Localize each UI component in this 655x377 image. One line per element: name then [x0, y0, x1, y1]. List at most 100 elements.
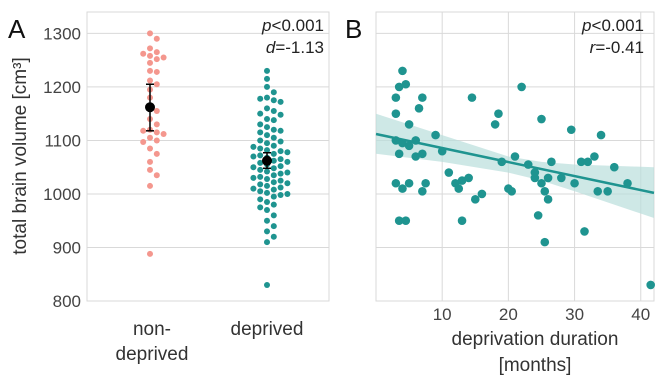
scatter-point [401, 216, 411, 226]
scatter-point [467, 93, 477, 102]
swarm-point-deprived [270, 150, 277, 157]
scatter-point [404, 120, 414, 129]
scatter-point [398, 66, 407, 76]
swarm-point-deprived [264, 116, 270, 123]
y-tick-label: 1100 [44, 131, 81, 150]
scatter-point [477, 189, 487, 199]
panel-a-grid [87, 32, 329, 302]
swarm-point-deprived [257, 95, 264, 102]
swarm-point-deprived [257, 110, 264, 117]
swarm-point-deprived [264, 168, 270, 175]
p-symbol: p [261, 16, 271, 35]
swarm-point-deprived [284, 190, 291, 197]
y-axis-label: total brain volume [cm³] [10, 57, 31, 254]
swarm-point-non-deprived [147, 250, 153, 257]
swarm-point-deprived [277, 163, 284, 170]
panel-a-means [145, 83, 272, 170]
panel-a-letter: A [8, 14, 26, 44]
swarm-point-deprived [264, 207, 270, 214]
swarm-point-deprived [250, 174, 257, 181]
swarm-point-deprived [264, 140, 270, 147]
swarm-point-deprived [270, 126, 277, 133]
swarm-point-deprived [264, 147, 270, 154]
panel-b-points [391, 66, 655, 290]
swarm-point-deprived [264, 94, 270, 101]
swarm-point-non-deprived [140, 127, 147, 134]
swarm-point-non-deprived [147, 182, 153, 189]
scatter-point [540, 186, 550, 196]
swarm-point-non-deprived [153, 137, 160, 144]
swarm-point-deprived [270, 212, 277, 219]
d-symbol: d [266, 38, 276, 57]
scatter-point [537, 178, 546, 188]
p-symbol: p [581, 16, 591, 35]
swarm-point-non-deprived [147, 145, 153, 152]
swarm-point-deprived [257, 188, 264, 195]
scatter-point [470, 195, 480, 204]
mean-marker [145, 102, 155, 113]
scatter-point [391, 93, 401, 102]
y-tick-label: 800 [53, 292, 81, 311]
swarm-point-deprived [264, 175, 270, 182]
scatter-point [580, 227, 589, 236]
scatter-point [404, 141, 414, 151]
swarm-point-deprived [250, 143, 257, 150]
x-axis-unit: [months] [499, 355, 572, 376]
swarm-point-deprived [257, 129, 264, 136]
r-symbol: r [590, 38, 597, 57]
y-tick-label: 900 [53, 238, 81, 257]
scatter-point [401, 79, 411, 89]
panel-b-ci-band [376, 113, 654, 218]
swarm-point-deprived [264, 189, 270, 196]
panel-b-x-ticks: 10 20 30 40 [433, 305, 650, 324]
x-axis-label: deprivation duration [452, 329, 619, 350]
scatter-point [540, 237, 550, 247]
swarm-point-deprived [264, 198, 270, 205]
swarm-point-deprived [277, 98, 284, 105]
y-tick-label: 1300 [43, 24, 81, 43]
scatter-point [404, 178, 414, 188]
scatter-point [431, 130, 440, 140]
swarm-point-deprived [277, 170, 284, 177]
swarm-point-non-deprived [153, 68, 160, 75]
scatter-point [603, 186, 612, 196]
scatter-point [596, 130, 606, 140]
swarm-point-deprived [270, 142, 277, 149]
scatter-point [421, 178, 430, 188]
scatter-point [566, 125, 576, 135]
scatter-point [391, 109, 401, 118]
panel-a-effect-size: d=-1.13 [266, 38, 324, 57]
scatter-point [418, 186, 427, 196]
swarm-point-non-deprived [147, 45, 153, 52]
panel-a-plot-area [86, 11, 330, 302]
scatter-point [414, 104, 424, 113]
swarm-point-deprived [264, 124, 270, 131]
swarm-point-non-deprived [147, 30, 153, 37]
scatter-point [609, 162, 619, 172]
scatter-point [394, 216, 404, 226]
scatter-point [530, 168, 540, 177]
swarm-point-deprived [257, 137, 264, 144]
swarm-point-deprived [270, 97, 277, 104]
scatter-point [557, 173, 566, 183]
swarm-point-deprived [270, 186, 277, 193]
scatter-point [537, 114, 546, 124]
scatter-point [391, 178, 401, 188]
swarm-point-deprived [257, 173, 264, 180]
mean-marker [262, 155, 272, 166]
panel-a-category-labels: non-deprived deprived [116, 319, 304, 365]
swarm-point-deprived [284, 180, 291, 187]
scatter-point [543, 173, 553, 183]
swarm-point-non-deprived [147, 77, 153, 84]
swarm-point-deprived [264, 75, 270, 82]
swarm-point-non-deprived [160, 131, 167, 138]
confidence-band [376, 113, 654, 218]
x-tick-label: 40 [631, 305, 650, 324]
scatter-point [570, 178, 579, 188]
p-value-text: <0.001 [272, 16, 324, 35]
category-label: deprived [231, 319, 304, 340]
x-tick-label: 20 [499, 305, 518, 324]
swarm-point-deprived [270, 165, 277, 172]
scatter-point [454, 184, 464, 193]
